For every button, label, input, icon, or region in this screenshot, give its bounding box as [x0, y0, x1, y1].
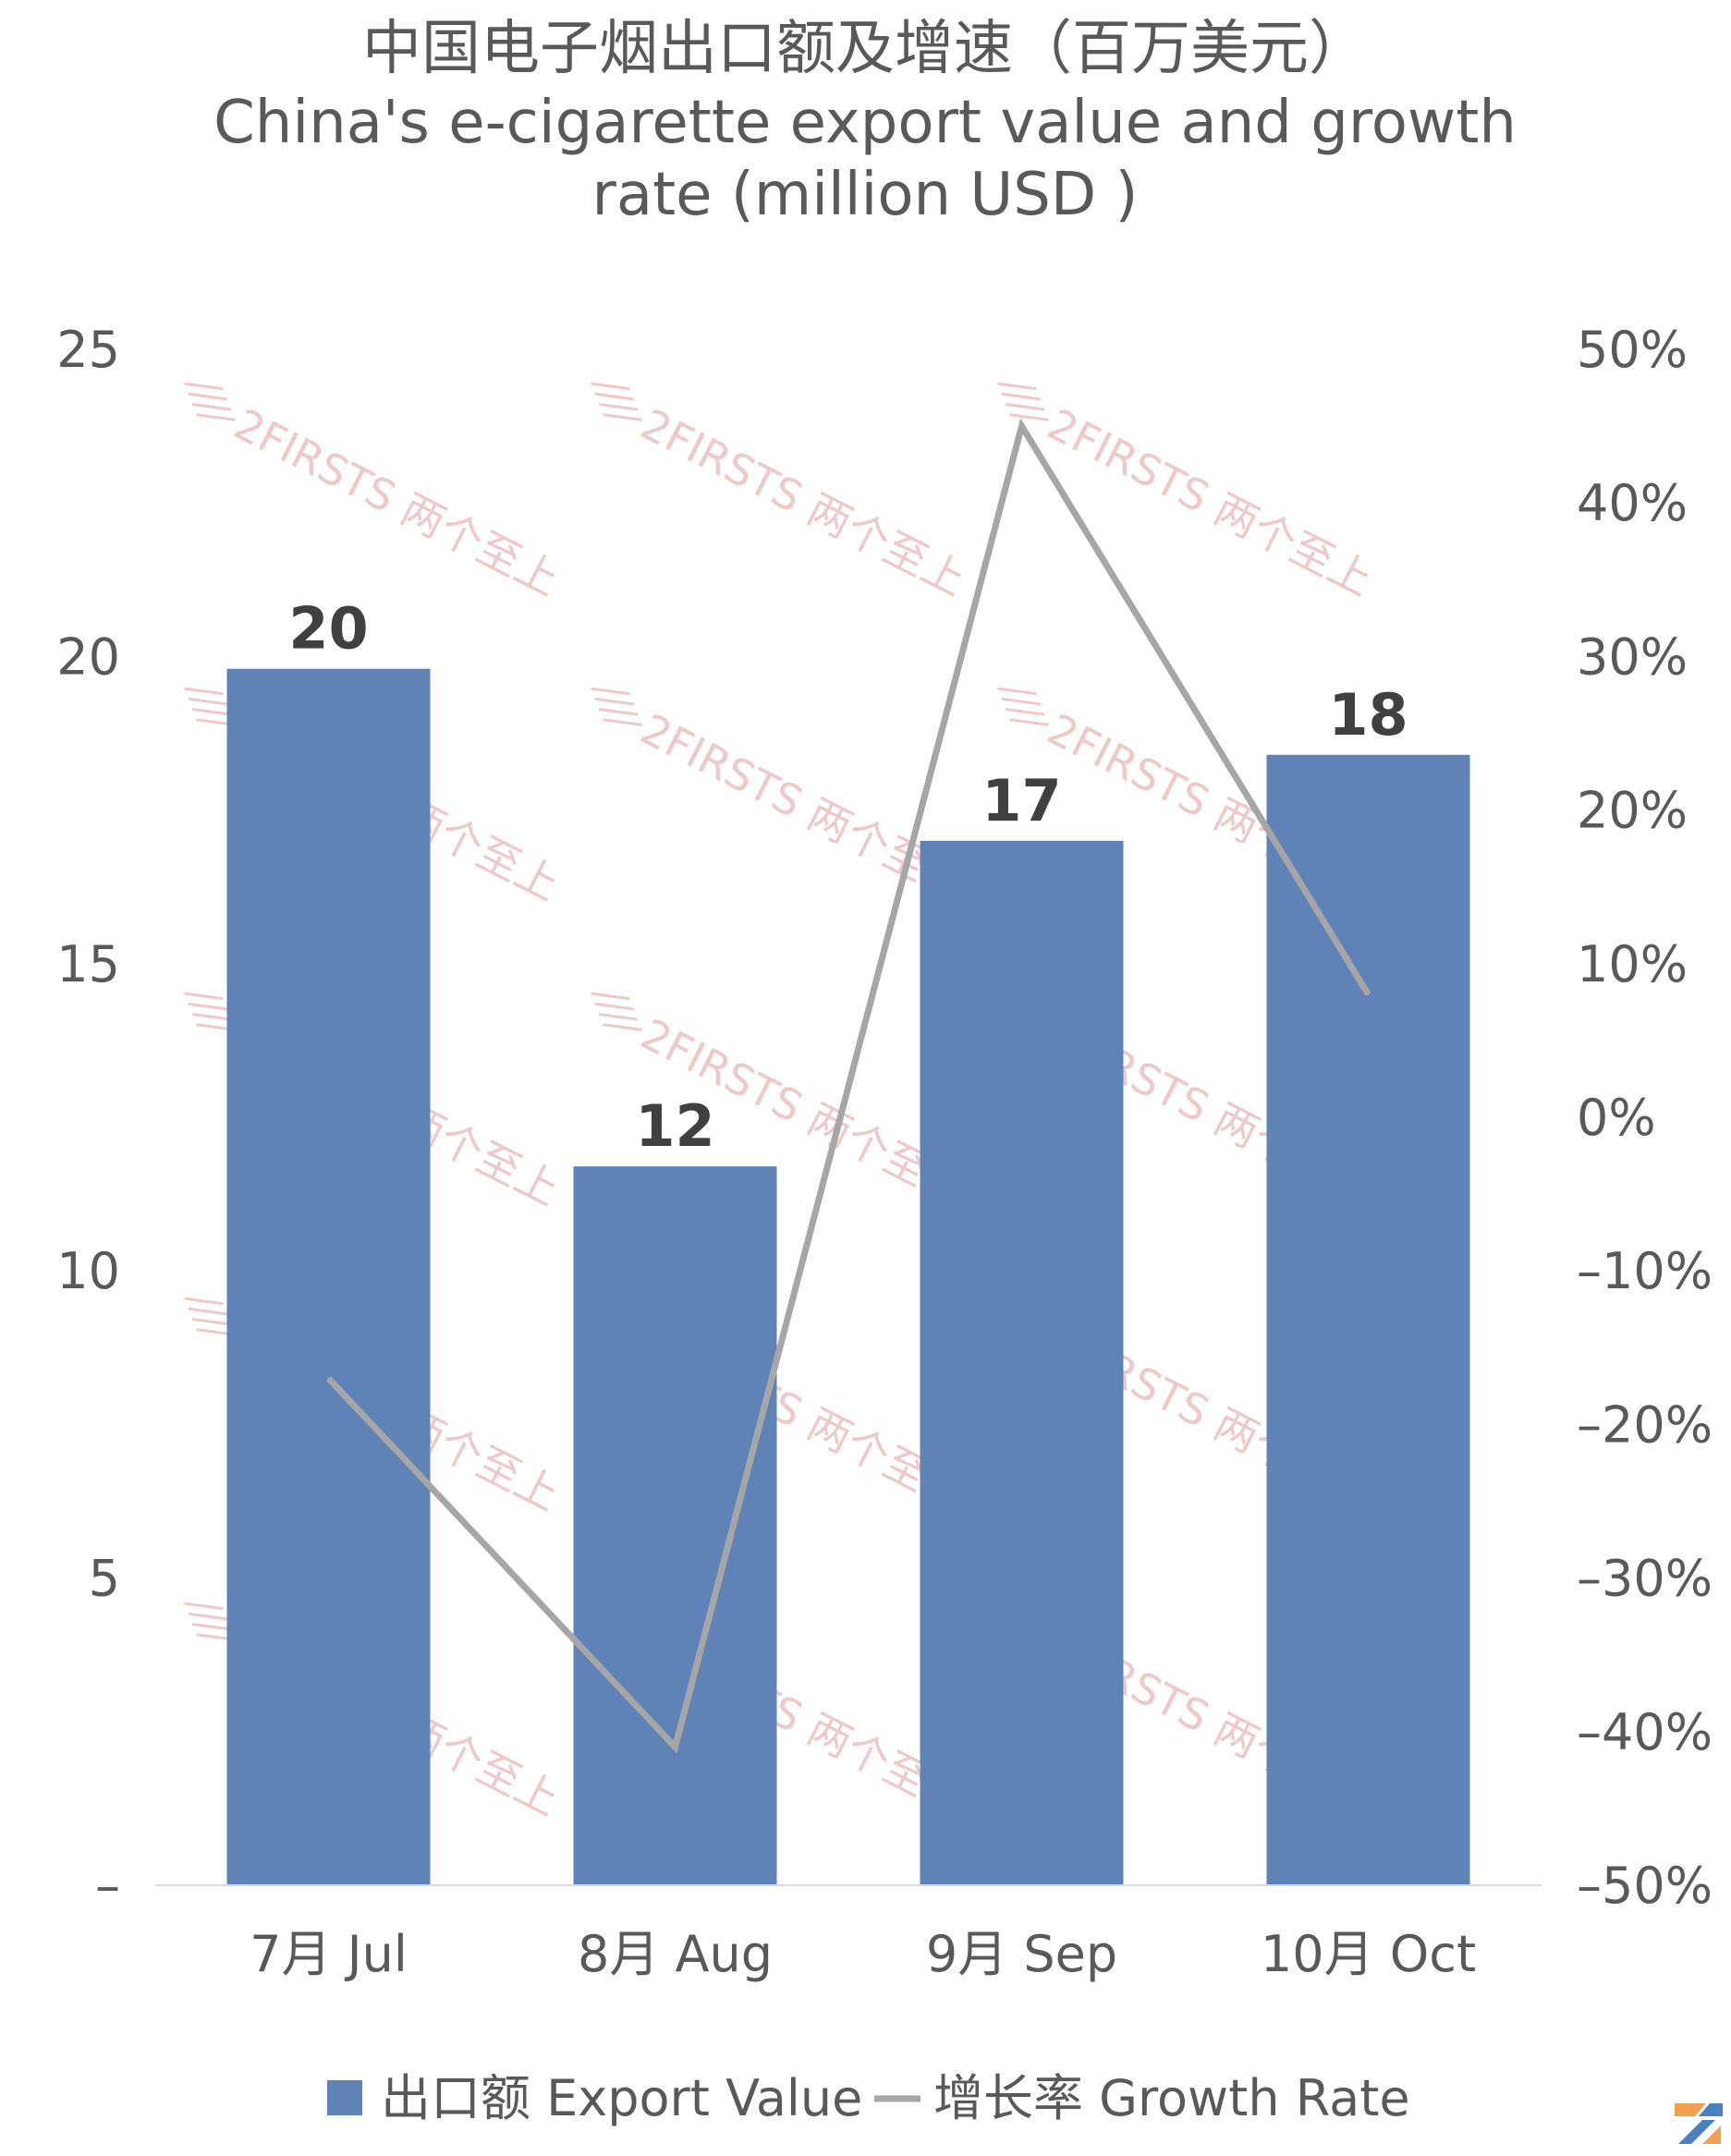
watermark-2: 2FIRSTS 两个至上 [997, 382, 1381, 606]
growth-rate-point-0 [327, 1377, 330, 1380]
legend-label-export-value: 出口额 Export Value [381, 2069, 862, 2127]
watermark-text-0: 2FIRSTS 两个至上 [226, 399, 567, 606]
bar-1 [573, 1166, 777, 1885]
growth-rate-point-3 [1367, 993, 1370, 996]
growth-rate-point-1 [674, 1746, 677, 1748]
watermark-0: 2FIRSTS 两个至上 [184, 382, 567, 606]
x-tick-label-2: 9月 Sep [926, 1925, 1117, 1983]
bar-data-label-2: 17 [981, 767, 1061, 834]
right-tick-label-3: –20% [1577, 1395, 1713, 1454]
x-tick-label-1: 8月 Aug [578, 1925, 773, 1983]
bar-data-label-0: 20 [288, 595, 368, 663]
right-axis: –50% –40% –30% –20% –10% 0% 10% 20% 30% 40% 50% [1577, 321, 1713, 1915]
chart-subtitle-line-1: China's e-cigarette export value and gro… [213, 89, 1517, 157]
watermark-1: 2FIRSTS 两个至上 [591, 382, 974, 606]
left-axis: – 5 10 15 20 25 [56, 321, 120, 1915]
left-tick-label-1: 5 [89, 1550, 120, 1608]
x-tick-label-0: 7月 Jul [250, 1925, 408, 1983]
watermark-text-2: 2FIRSTS 两个至上 [1040, 399, 1381, 606]
right-tick-label-0: –50% [1577, 1857, 1713, 1915]
corner-logo-icon [1669, 2096, 1725, 2151]
left-tick-label-3: 15 [56, 935, 120, 993]
watermark-text-1: 2FIRSTS 两个至上 [633, 399, 974, 606]
x-tick-label-3: 10月 Oct [1261, 1925, 1476, 1983]
right-tick-label-7: 20% [1577, 782, 1688, 840]
legend-swatch-export-value [327, 2080, 362, 2115]
left-tick-label-0: – [95, 1857, 120, 1915]
left-tick-label-5: 25 [56, 321, 120, 379]
chart-title: 中国电子烟出口额及增速（百万美元） [362, 15, 1368, 83]
right-tick-label-8: 30% [1577, 627, 1688, 686]
left-tick-label-4: 20 [56, 627, 120, 686]
growth-rate-point-2 [1020, 425, 1023, 428]
x-axis: 7月 Jul 8月 Aug 9月 Sep 10月 Oct [250, 1925, 1476, 1983]
legend: 出口额 Export Value 增长率 Growth Rate [327, 2069, 1410, 2127]
right-tick-label-4: –10% [1577, 1242, 1713, 1300]
right-tick-label-10: 50% [1577, 321, 1688, 379]
bar-0 [226, 668, 431, 1885]
bar-data-label-3: 18 [1328, 681, 1408, 749]
legend-label-growth-rate: 增长率 Growth Rate [933, 2069, 1410, 2127]
watermark-4: 2FIRSTS 两个至上 [591, 687, 974, 910]
bar-series [226, 668, 1470, 1885]
bar-3 [1266, 754, 1470, 1885]
bar-data-label-1: 12 [635, 1092, 714, 1160]
data-labels: 20 12 17 18 [288, 595, 1408, 1160]
growth-line-series [325, 418, 1371, 1754]
growth-rate-line [325, 418, 1371, 1754]
chart-subtitle-line-2: rate (million USD ) [592, 161, 1139, 229]
right-tick-label-5: 0% [1577, 1089, 1656, 1147]
right-tick-label-2: –30% [1577, 1550, 1713, 1608]
right-tick-label-1: –40% [1577, 1703, 1713, 1761]
right-tick-label-9: 40% [1577, 474, 1688, 532]
right-tick-label-6: 10% [1577, 935, 1688, 993]
bar-2 [920, 840, 1124, 1885]
left-tick-label-2: 10 [56, 1242, 120, 1300]
